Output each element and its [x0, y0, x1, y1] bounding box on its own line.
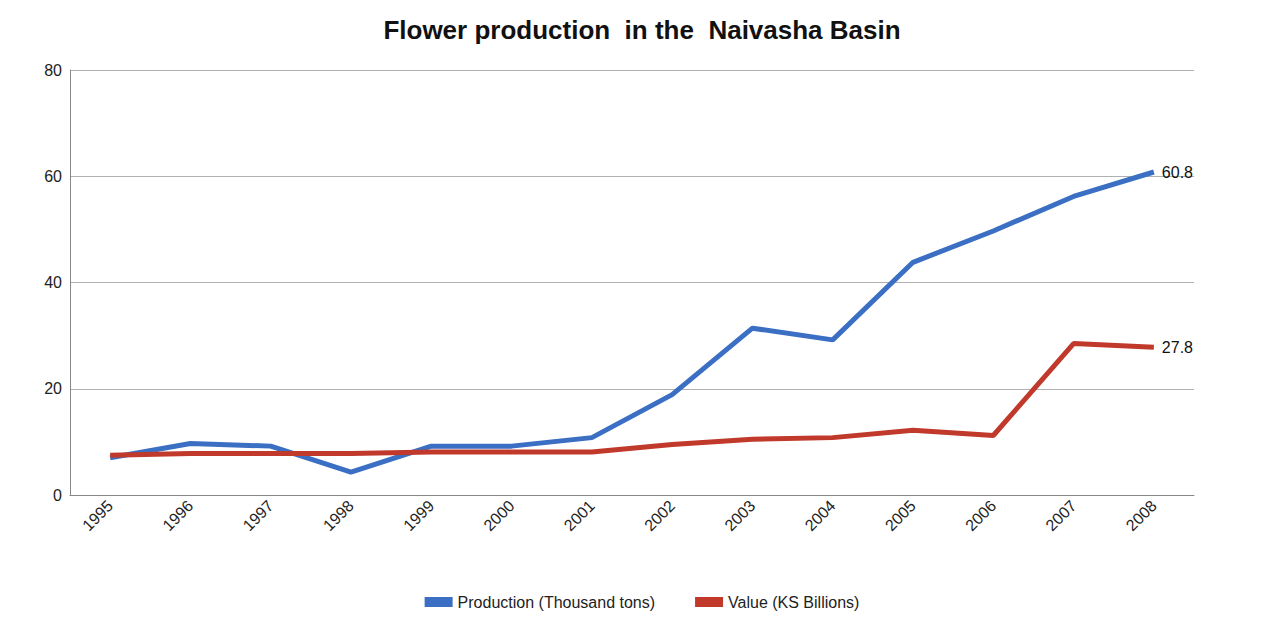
svg-text:2002: 2002 [641, 497, 678, 534]
svg-text:2005: 2005 [882, 497, 919, 534]
svg-text:1995: 1995 [79, 497, 116, 534]
svg-text:1997: 1997 [240, 497, 277, 534]
svg-text:40: 40 [44, 274, 62, 291]
svg-text:2007: 2007 [1042, 497, 1079, 534]
svg-text:2006: 2006 [962, 497, 999, 534]
svg-text:2008: 2008 [1123, 497, 1160, 534]
svg-text:Value (KS Billions): Value (KS Billions) [728, 594, 859, 611]
svg-text:0: 0 [53, 487, 62, 504]
svg-text:60: 60 [44, 168, 62, 185]
svg-text:60.8: 60.8 [1162, 164, 1193, 181]
svg-text:27.8: 27.8 [1162, 339, 1193, 356]
svg-text:Production (Thousand tons): Production (Thousand tons) [458, 594, 655, 611]
svg-text:1998: 1998 [320, 497, 357, 534]
svg-text:20: 20 [44, 380, 62, 397]
svg-text:Flower production in the Nai: Flower production in the Naivasha Basin [383, 15, 900, 45]
svg-text:1999: 1999 [400, 497, 437, 534]
svg-text:2000: 2000 [480, 497, 517, 534]
svg-text:2001: 2001 [561, 497, 598, 534]
svg-text:2004: 2004 [802, 497, 839, 534]
svg-text:1996: 1996 [159, 497, 196, 534]
svg-text:80: 80 [44, 62, 62, 79]
svg-text:2003: 2003 [721, 497, 758, 534]
